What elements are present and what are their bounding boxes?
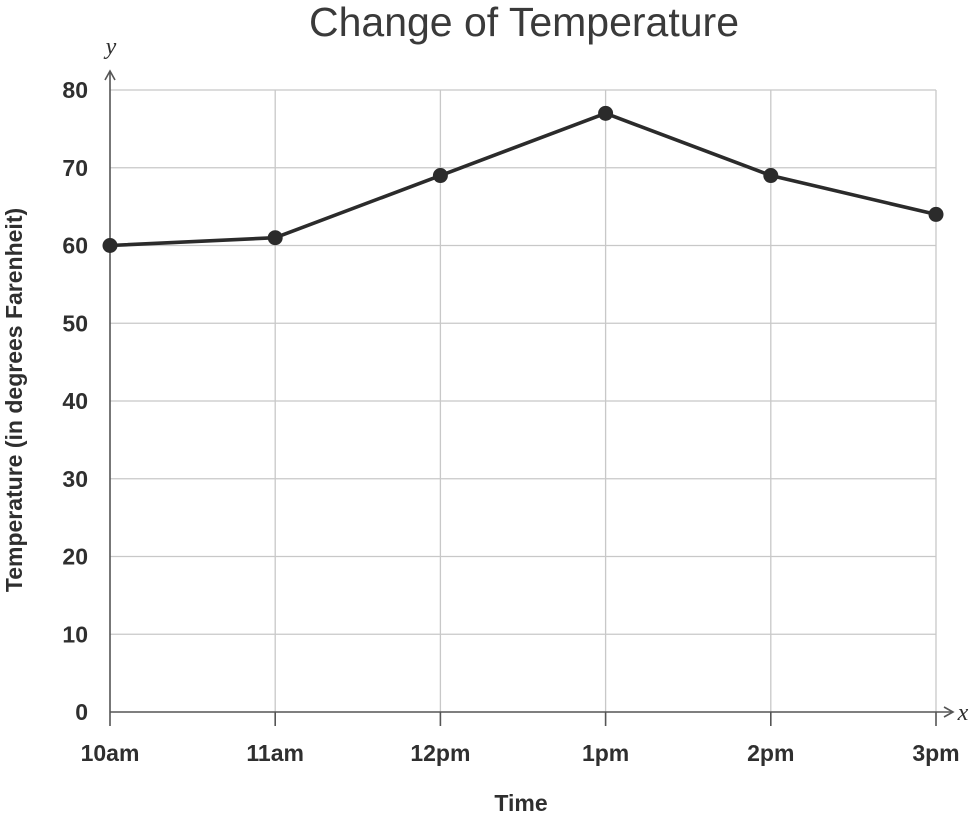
axes xyxy=(104,69,955,726)
tick-labels: 0 10 20 30 40 50 60 70 80 10am 11am 12pm 1pm 2pm 3pm xyxy=(62,77,959,766)
x-tick-label: 1pm xyxy=(582,740,629,766)
y-axis-arrow xyxy=(104,69,116,81)
x-tick-label: 3pm xyxy=(912,740,959,766)
data-point xyxy=(928,206,944,222)
y-axis-title: Temperature (in degrees Farenheit) xyxy=(1,208,27,592)
y-tick-label: 80 xyxy=(62,77,88,103)
y-tick-label: 70 xyxy=(62,155,88,181)
x-axis-title: Time xyxy=(494,790,547,815)
x-axis-letter: x xyxy=(957,700,969,726)
data-point xyxy=(763,168,779,184)
x-tick-label: 2pm xyxy=(747,740,794,766)
data-point xyxy=(102,238,118,253)
y-tick-label: 0 xyxy=(75,699,88,725)
y-tick-label: 10 xyxy=(62,621,88,647)
y-tick-label: 20 xyxy=(62,544,88,570)
x-tick-label: 10am xyxy=(81,740,140,766)
y-tick-label: 60 xyxy=(62,233,88,259)
y-axis-letter: y xyxy=(104,34,117,60)
y-tick-label: 40 xyxy=(62,388,88,414)
x-axis-arrow xyxy=(943,706,955,718)
data-point xyxy=(267,230,283,246)
x-tick-label: 11am xyxy=(246,740,304,766)
chart-title: Change of Temperature xyxy=(309,0,739,45)
series-line xyxy=(109,111,937,248)
y-tick-label: 30 xyxy=(62,466,88,492)
y-tick-label: 50 xyxy=(62,310,88,336)
series xyxy=(102,105,944,253)
data-point xyxy=(432,168,448,184)
grid xyxy=(110,89,937,712)
x-tick-label: 12pm xyxy=(410,740,470,766)
data-point xyxy=(598,105,614,121)
